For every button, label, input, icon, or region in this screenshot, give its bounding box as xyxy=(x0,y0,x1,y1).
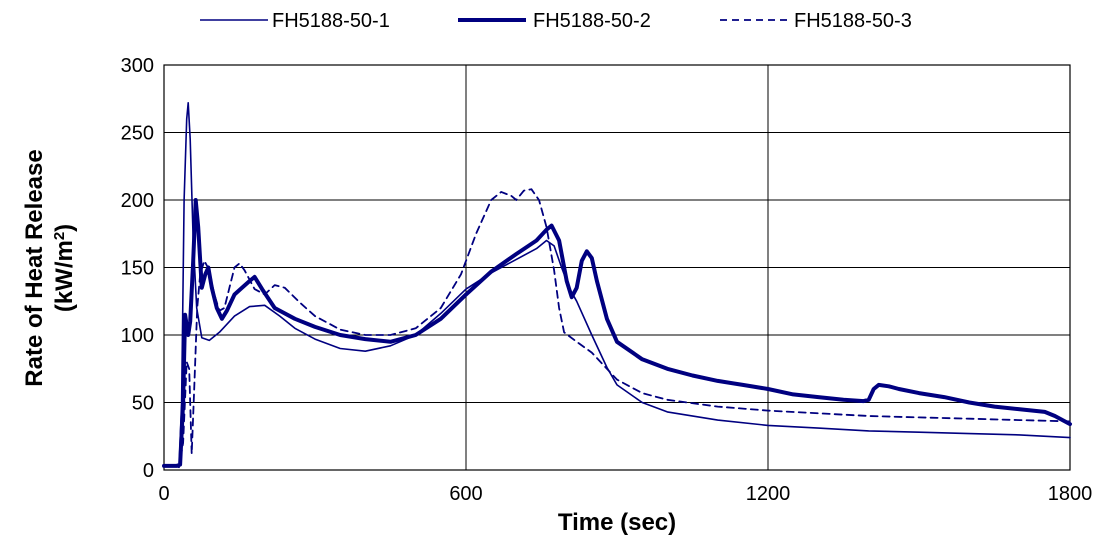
legend-label: FH5188-50-2 xyxy=(533,10,651,32)
y-tick-label: 100 xyxy=(121,325,154,347)
y-tick-label: 300 xyxy=(121,55,154,77)
y-axis-title: Rate of Heat Release (kW/m2) xyxy=(21,149,78,386)
plot-area-frame xyxy=(163,64,1071,471)
y-axis-unit-suffix: ) xyxy=(51,224,78,232)
y-tick-labels: 0 50 100 150 200 250 300 xyxy=(121,55,154,482)
legend-label: FH5188-50-3 xyxy=(794,10,912,32)
y-tick-label: 50 xyxy=(132,393,154,415)
x-tick-label: 1200 xyxy=(746,483,791,505)
y-tick-label: 200 xyxy=(121,190,154,212)
legend-item: FH5188-50-3 xyxy=(720,10,912,32)
y-axis-unit-superscript: 2 xyxy=(51,232,68,240)
legend-item: FH5188-50-2 xyxy=(458,10,651,32)
y-tick-label: 250 xyxy=(121,123,154,145)
y-tick-label: 0 xyxy=(143,460,154,482)
legend-item: FH5188-50-1 xyxy=(200,10,390,32)
series-lines xyxy=(162,102,1072,469)
y-axis-title-line2: (kW/m2) xyxy=(51,224,79,312)
x-axis-title: Time (sec) xyxy=(558,509,676,536)
x-tick-labels: 0 600 1200 1800 xyxy=(158,483,1092,505)
y-axis-unit-prefix: (kW/m xyxy=(51,240,78,312)
legend-label: FH5188-50-1 xyxy=(272,10,390,32)
x-tick-label: 600 xyxy=(449,483,482,505)
gridlines xyxy=(163,64,1071,471)
series-line-FH5188-50-3 xyxy=(163,188,1071,467)
legend: FH5188-50-1 FH5188-50-2 FH5188-50-3 xyxy=(200,10,912,32)
series-line-FH5188-50-1 xyxy=(163,102,1071,469)
x-tick-label: 0 xyxy=(158,483,169,505)
y-tick-label: 150 xyxy=(121,258,154,280)
y-axis-title-line1: Rate of Heat Release xyxy=(21,149,48,386)
x-tick-label: 1800 xyxy=(1048,483,1093,505)
series-line-FH5188-50-2 xyxy=(162,198,1072,468)
